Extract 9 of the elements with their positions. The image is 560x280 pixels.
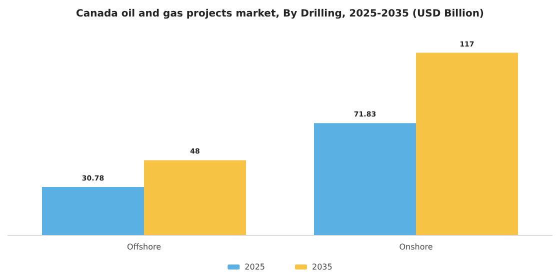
bar <box>314 123 416 235</box>
legend-label: 2025 <box>244 262 265 272</box>
bar <box>42 187 144 235</box>
bar <box>144 160 246 235</box>
x-tick-label: Offshore <box>127 242 162 252</box>
bar <box>416 52 518 235</box>
legend-label: 2035 <box>312 262 332 272</box>
x-tick-label: Onshore <box>399 242 433 252</box>
chart-title: Canada oil and gas projects market, By Drilling, 2025-2035 (USD Billion) <box>76 8 484 20</box>
